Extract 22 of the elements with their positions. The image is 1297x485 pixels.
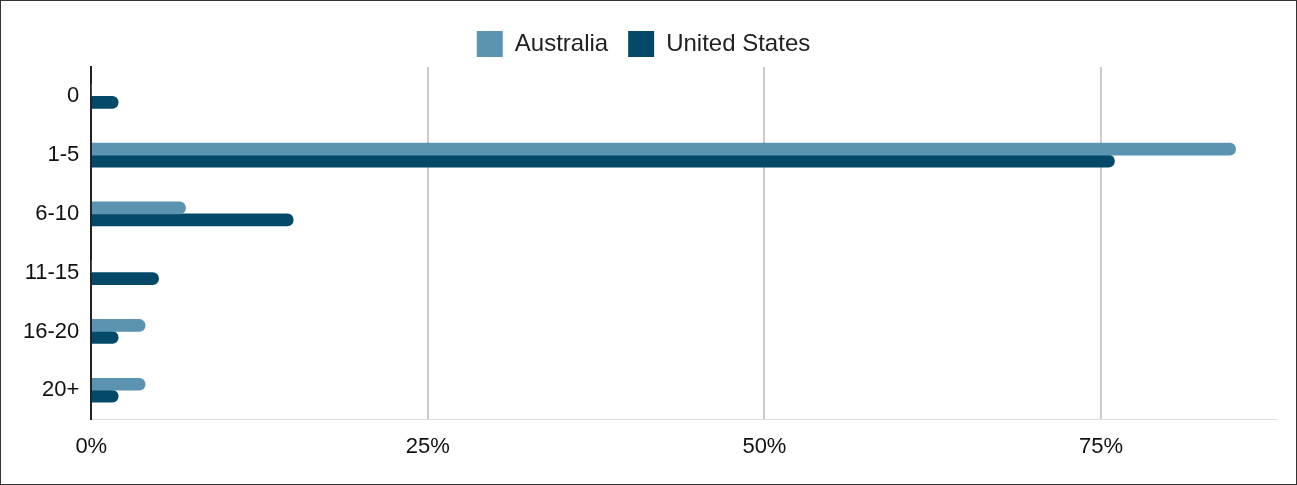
bar <box>91 319 146 332</box>
x-tick-label: 0% <box>75 432 108 458</box>
y-tick-label: 6-10 <box>35 199 80 225</box>
y-tick-label: 20+ <box>41 376 80 402</box>
bar <box>91 331 119 344</box>
legend-label: Australia <box>514 28 609 56</box>
y-tick-label: 11-15 <box>24 258 80 284</box>
x-tick-label: 25% <box>405 432 450 458</box>
x-tick-label: 50% <box>742 432 787 458</box>
y-tick-label: 1-5 <box>47 141 80 167</box>
bar <box>91 201 186 215</box>
legend-label: United States <box>666 28 811 56</box>
bar <box>91 272 159 286</box>
bar <box>91 154 1115 168</box>
bar <box>91 213 294 227</box>
bar <box>91 96 119 109</box>
bar <box>91 377 146 391</box>
bar <box>91 142 1236 156</box>
bar <box>91 389 119 403</box>
y-tick-label: 16-20 <box>22 317 80 343</box>
y-tick-label: 0 <box>67 82 80 108</box>
x-tick-label: 75% <box>1078 432 1124 458</box>
